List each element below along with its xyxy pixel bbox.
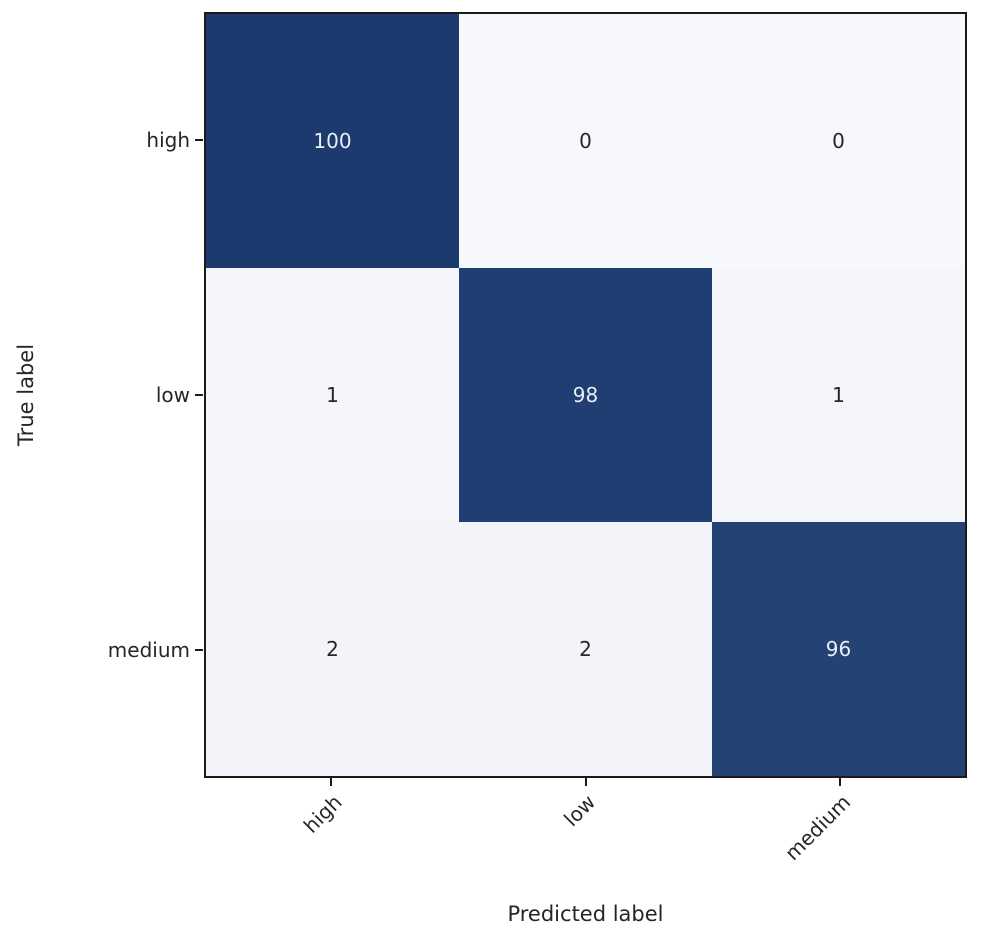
y-tick-label-high: high: [146, 127, 190, 152]
x-tick-mark-low: [584, 778, 587, 786]
x-tick-label-low: low: [559, 790, 601, 832]
y-tick-mark-high: [195, 138, 203, 141]
y-tick-label-low: low: [155, 383, 190, 407]
matrix-cell-high-high: 100: [206, 14, 459, 268]
x-tick-mark-high: [330, 778, 333, 786]
matrix-cell-high-medium: 0: [712, 14, 965, 268]
matrix-cell-low-medium: 1: [712, 268, 965, 522]
y-tick-mark-medium: [195, 649, 203, 652]
x-tick-label-high: high: [298, 790, 347, 838]
heatmap-cells: 100 0 0 1 98 1 2 2 96: [206, 14, 965, 776]
y-axis-title: True label: [14, 343, 38, 447]
y-tick-mark-low: [195, 394, 203, 396]
matrix-cell-medium-high: 2: [206, 522, 459, 776]
x-tick-mark-medium: [838, 778, 841, 786]
matrix-cell-medium-low: 2: [459, 522, 712, 776]
heatmap-plot-area: 100 0 0 1 98 1 2 2 96: [204, 12, 967, 778]
matrix-cell-low-high: 1: [206, 268, 459, 522]
y-tick-label-medium: medium: [107, 638, 190, 663]
x-tick-label-medium: medium: [779, 790, 855, 866]
matrix-cell-low-low: 98: [459, 268, 712, 522]
matrix-cell-medium-medium: 96: [712, 522, 965, 776]
x-axis-title: Predicted label: [507, 902, 664, 926]
matrix-cell-high-low: 0: [459, 14, 712, 268]
